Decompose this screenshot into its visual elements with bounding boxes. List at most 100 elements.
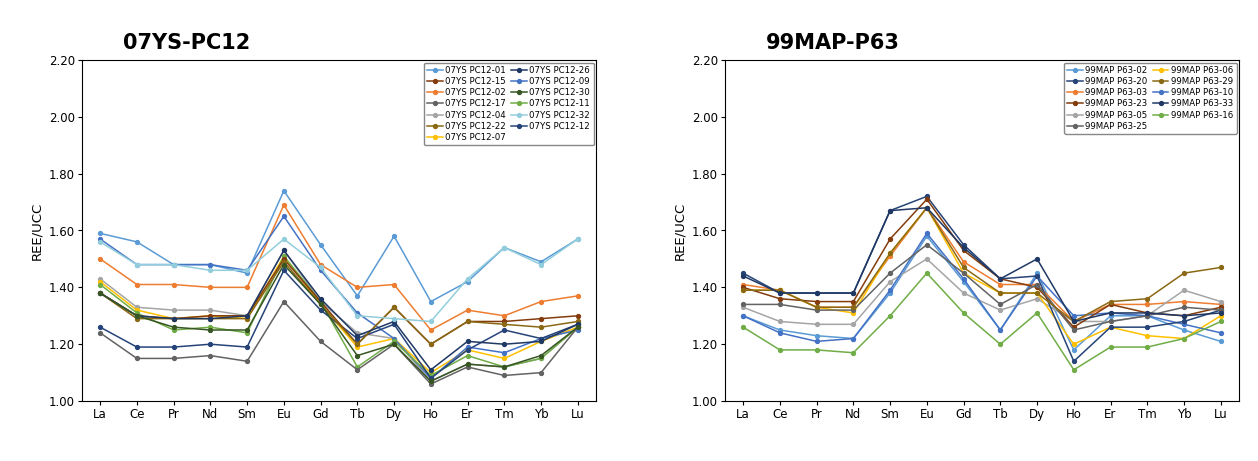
07YS PC12-26: [533, 338, 548, 344]
07YS PC12-11: [166, 327, 181, 333]
07YS PC12-26: [130, 313, 145, 319]
07YS PC12-07: [313, 301, 328, 307]
07YS PC12-17: [239, 359, 254, 364]
99MAP P63-10: [772, 330, 788, 336]
99MAP P63-06: [993, 290, 1008, 296]
07YS PC12-01: [203, 262, 218, 267]
07YS PC12-22: [423, 342, 438, 347]
07YS PC12-02: [497, 313, 512, 319]
Line: 07YS PC12-17: 07YS PC12-17: [98, 300, 580, 386]
99MAP P63-33: [1140, 310, 1155, 316]
99MAP P63-02: [772, 327, 788, 333]
Line: 07YS PC12-12: 07YS PC12-12: [98, 268, 580, 380]
07YS PC12-12: [239, 344, 254, 350]
07YS PC12-22: [460, 319, 476, 324]
07YS PC12-32: [239, 267, 254, 273]
99MAP P63-33: [772, 290, 788, 296]
07YS PC12-12: [277, 267, 292, 273]
99MAP P63-16: [1103, 344, 1118, 350]
07YS PC12-02: [277, 202, 292, 207]
99MAP P63-02: [920, 233, 935, 239]
07YS PC12-09: [386, 336, 401, 341]
99MAP P63-25: [993, 301, 1008, 307]
07YS PC12-04: [203, 307, 218, 313]
99MAP P63-02: [1103, 313, 1118, 319]
99MAP P63-02: [993, 327, 1008, 333]
99MAP P63-16: [845, 350, 860, 355]
99MAP P63-05: [736, 304, 751, 310]
07YS PC12-26: [423, 367, 438, 372]
07YS PC12-12: [203, 342, 218, 347]
99MAP P63-10: [1029, 273, 1044, 279]
Line: 07YS PC12-01: 07YS PC12-01: [98, 189, 580, 303]
07YS PC12-11: [313, 299, 328, 304]
99MAP P63-16: [736, 325, 751, 330]
07YS PC12-09: [423, 376, 438, 381]
07YS PC12-30: [239, 327, 254, 333]
07YS PC12-22: [313, 301, 328, 307]
07YS PC12-15: [350, 342, 365, 347]
07YS PC12-30: [130, 313, 145, 319]
99MAP P63-16: [1176, 336, 1191, 341]
07YS PC12-12: [166, 344, 181, 350]
07YS PC12-30: [93, 290, 108, 296]
07YS PC12-04: [313, 299, 328, 304]
07YS PC12-04: [166, 307, 181, 313]
07YS PC12-02: [166, 282, 181, 287]
99MAP P63-33: [883, 208, 898, 213]
99MAP P63-29: [845, 304, 860, 310]
99MAP P63-06: [845, 310, 860, 316]
99MAP P63-25: [1103, 319, 1118, 324]
07YS PC12-22: [203, 316, 218, 321]
99MAP P63-02: [1067, 347, 1082, 353]
07YS PC12-11: [203, 325, 218, 330]
07YS PC12-04: [423, 378, 438, 384]
07YS PC12-30: [203, 327, 218, 333]
99MAP P63-33: [1213, 310, 1228, 316]
07YS PC12-07: [350, 344, 365, 350]
99MAP P63-06: [1176, 336, 1191, 341]
99MAP P63-05: [809, 322, 824, 327]
07YS PC12-12: [130, 344, 145, 350]
Line: 99MAP P63-23: 99MAP P63-23: [741, 197, 1223, 329]
99MAP P63-02: [956, 279, 971, 284]
99MAP P63-33: [920, 205, 935, 211]
07YS PC12-01: [497, 245, 512, 250]
07YS PC12-32: [93, 239, 108, 245]
07YS PC12-22: [350, 342, 365, 347]
07YS PC12-32: [277, 236, 292, 242]
07YS PC12-09: [350, 310, 365, 316]
07YS PC12-32: [313, 265, 328, 270]
99MAP P63-29: [1067, 319, 1082, 324]
99MAP P63-33: [1103, 310, 1118, 316]
99MAP P63-29: [772, 288, 788, 293]
99MAP P63-25: [736, 301, 751, 307]
07YS PC12-07: [203, 313, 218, 319]
07YS PC12-01: [570, 236, 585, 242]
07YS PC12-11: [350, 364, 365, 370]
07YS PC12-07: [277, 254, 292, 259]
07YS PC12-02: [423, 327, 438, 333]
07YS PC12-11: [386, 338, 401, 344]
Line: 99MAP P63-20: 99MAP P63-20: [741, 195, 1223, 363]
99MAP P63-05: [1140, 313, 1155, 319]
99MAP P63-03: [845, 304, 860, 310]
99MAP P63-23: [1067, 325, 1082, 330]
99MAP P63-16: [883, 313, 898, 319]
07YS PC12-12: [350, 336, 365, 341]
07YS PC12-01: [386, 233, 401, 239]
07YS PC12-26: [203, 316, 218, 321]
07YS PC12-09: [130, 262, 145, 267]
99MAP P63-16: [1067, 367, 1082, 372]
07YS PC12-30: [166, 325, 181, 330]
07YS PC12-07: [239, 316, 254, 321]
07YS PC12-07: [497, 356, 512, 361]
99MAP P63-29: [883, 250, 898, 256]
07YS PC12-15: [533, 316, 548, 321]
Line: 07YS PC12-09: 07YS PC12-09: [98, 214, 580, 380]
07YS PC12-11: [533, 356, 548, 361]
99MAP P63-06: [1067, 342, 1082, 347]
07YS PC12-30: [313, 301, 328, 307]
07YS PC12-32: [570, 236, 585, 242]
07YS PC12-17: [533, 370, 548, 375]
